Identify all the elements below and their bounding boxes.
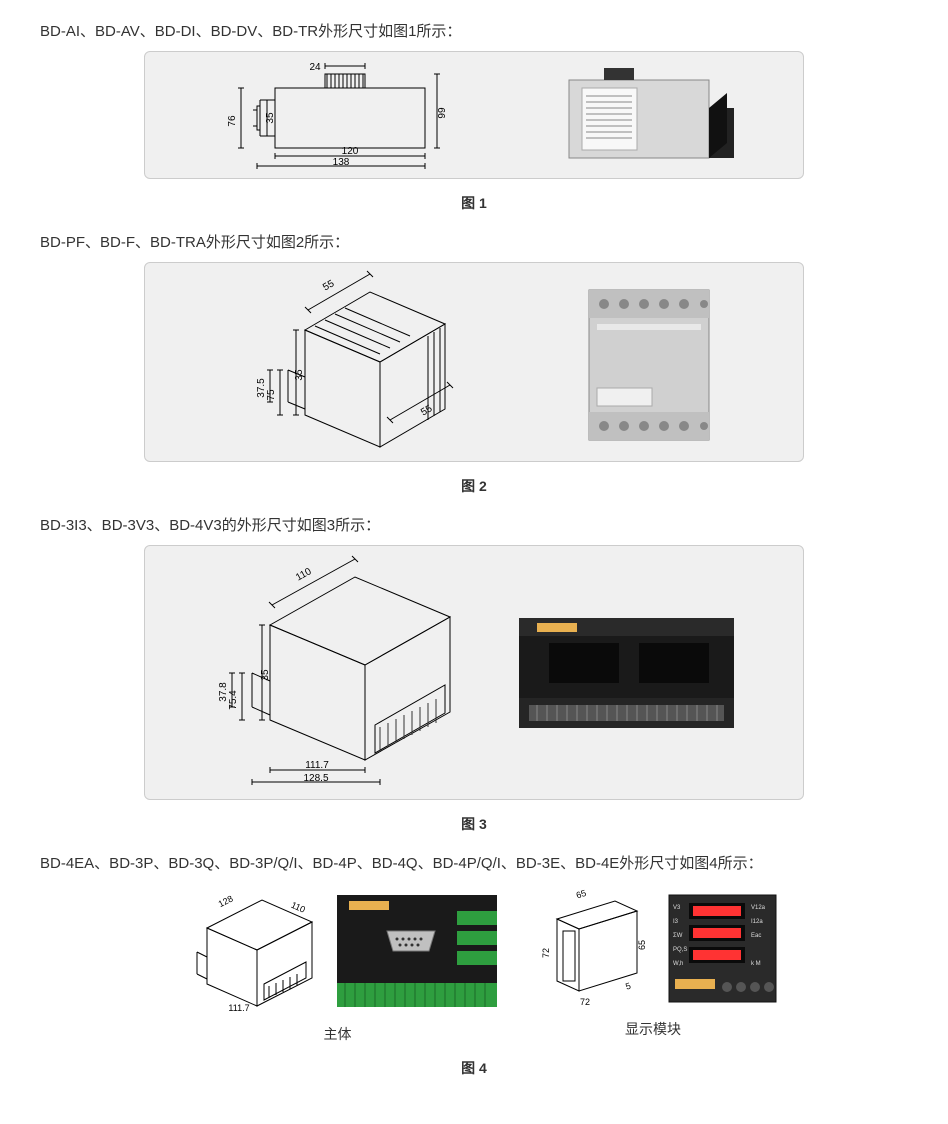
figure-3-drawing: 110 35 75.4 37.8 111.7 128.5	[180, 555, 460, 790]
section-figure-2: BD-PF、BD-F、BD-TRA外形尺寸如图2所示：	[40, 231, 908, 496]
dim-1285: 128.5	[303, 773, 328, 784]
figure-1-drawing: 24 76 35 120 138 99	[205, 58, 465, 173]
dim-378: 37.8	[218, 682, 229, 702]
figure-2-box: 55 35 75 37.5 55	[144, 262, 804, 462]
figure-2-caption: 图 2	[40, 476, 908, 496]
section-3-title: BD-3I3、BD-3V3、BD-4V3的外形尺寸如图3所示：	[40, 514, 908, 535]
dim-76: 76	[227, 115, 238, 127]
dim-375: 37.5	[256, 377, 267, 397]
lbl-r2: Eac	[751, 933, 761, 939]
figure-4-main-label: 主体	[324, 1024, 352, 1044]
lbl-l0: V3	[673, 905, 681, 911]
figure-4-caption: 图 4	[40, 1058, 908, 1078]
dim-35: 35	[265, 112, 276, 124]
figure-4-display-label: 显示模块	[625, 1019, 681, 1039]
figure-1-box: 24 76 35 120 138 99	[144, 51, 804, 179]
section-4-title: BD-4EA、BD-3P、BD-3Q、BD-3P/Q/I、BD-4P、BD-4Q…	[40, 852, 908, 873]
lbl-r0: V12a	[751, 905, 766, 911]
figure-2-drawing: 55 35 75 37.5 55	[210, 270, 470, 455]
lbl-l2: ΣW	[673, 933, 683, 939]
dim-72b: 72	[579, 997, 589, 1007]
dim-72l: 72	[541, 948, 551, 958]
figure-3-caption: 图 3	[40, 814, 908, 834]
dim-75: 75	[266, 389, 277, 401]
dim-65r: 65	[637, 940, 647, 950]
figure-4-main-drawing: 128 111.7 110	[169, 886, 319, 1016]
figure-3-box: 110 35 75.4 37.8 111.7 128.5	[144, 545, 804, 800]
figure-4-display-drawing: 65 72 65 72 5	[527, 883, 657, 1013]
figure-4-row: 128 111.7 110	[40, 883, 908, 1044]
dim-5: 5	[624, 981, 632, 992]
dim-24: 24	[309, 62, 321, 73]
lbl-r4: k M	[751, 961, 761, 967]
figure-1-photo	[544, 58, 744, 173]
dim-1117-4: 111.7	[228, 1003, 249, 1013]
section-1-title: BD-AI、BD-AV、BD-DI、BD-DV、BD-TR外形尺寸如图1所示：	[40, 20, 908, 41]
lbl-l1: I3	[673, 919, 679, 925]
section-figure-4: BD-4EA、BD-3P、BD-3Q、BD-3P/Q/I、BD-4P、BD-4Q…	[40, 852, 908, 1078]
figure-1-caption: 图 1	[40, 193, 908, 213]
dim-110-4: 110	[289, 899, 306, 914]
dim-55a: 55	[321, 278, 337, 293]
figure-4-display-col: 65 72 65 72 5 V3	[527, 883, 780, 1039]
dim-35b: 35	[294, 369, 305, 381]
dim-138: 138	[332, 157, 349, 168]
section-figure-3: BD-3I3、BD-3V3、BD-4V3的外形尺寸如图3所示：	[40, 514, 908, 834]
dim-128-4: 128	[216, 893, 234, 909]
figure-2-photo	[559, 270, 739, 455]
dim-1117: 111.7	[305, 760, 329, 771]
lbl-l4: W,h	[673, 961, 683, 967]
dim-110: 110	[294, 566, 314, 584]
figure-4-display-photo: V3 I3 ΣW PQ,S W,h V12a I12a Eac k M	[665, 891, 780, 1006]
dim-754: 75.4	[228, 690, 239, 710]
section-figure-1: BD-AI、BD-AV、BD-DI、BD-DV、BD-TR外形尺寸如图1所示：	[40, 20, 908, 213]
figure-4-main-photo	[327, 883, 507, 1018]
dim-120: 120	[341, 146, 358, 157]
figure-3-photo	[489, 593, 769, 753]
dim-99: 99	[437, 107, 448, 119]
lbl-l3: PQ,S	[673, 947, 687, 953]
lbl-r1: I12a	[751, 919, 763, 925]
figure-4-main-col: 128 111.7 110	[169, 883, 507, 1044]
dim-65t: 65	[574, 888, 587, 900]
dim-35c: 35	[260, 669, 271, 681]
section-2-title: BD-PF、BD-F、BD-TRA外形尺寸如图2所示：	[40, 231, 908, 252]
